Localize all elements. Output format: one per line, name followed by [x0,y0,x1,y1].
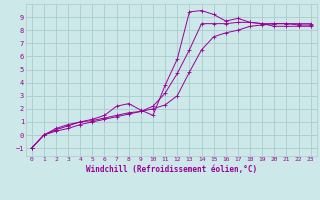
X-axis label: Windchill (Refroidissement éolien,°C): Windchill (Refroidissement éolien,°C) [86,165,257,174]
